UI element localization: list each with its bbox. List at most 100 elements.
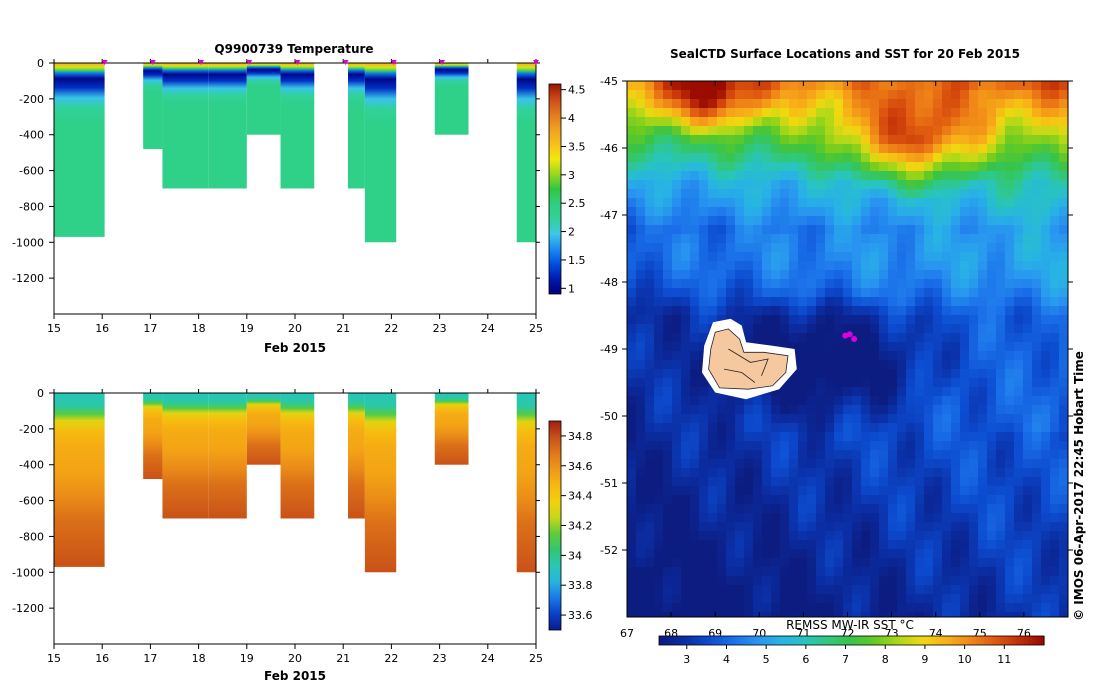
colorbar-tick-label: 3.5 bbox=[568, 140, 586, 153]
sst-cell bbox=[1041, 576, 1051, 586]
sst-cell bbox=[1014, 324, 1024, 334]
sst-cell bbox=[906, 603, 916, 613]
sst-cell bbox=[933, 504, 943, 514]
sst-cell bbox=[960, 477, 970, 487]
sst-cell bbox=[753, 522, 763, 532]
sst-cell bbox=[1032, 612, 1042, 617]
sst-cell bbox=[1059, 522, 1068, 532]
sst-cell bbox=[960, 171, 970, 181]
sst-cell bbox=[906, 612, 916, 617]
sst-cell bbox=[834, 540, 844, 550]
sst-cell bbox=[1032, 90, 1042, 100]
sst-cell bbox=[762, 441, 772, 451]
sst-cell bbox=[933, 585, 943, 595]
sst-cell bbox=[825, 270, 835, 280]
salinity-y-ticks: 0-200-400-600-800-1000-1200 bbox=[12, 387, 540, 615]
sst-cell bbox=[960, 603, 970, 613]
sst-cell bbox=[717, 306, 727, 316]
sst-cell bbox=[897, 576, 907, 586]
sst-cell bbox=[735, 450, 745, 460]
sst-cell bbox=[771, 459, 781, 469]
sst-cell bbox=[933, 153, 943, 163]
sst-cell bbox=[870, 504, 880, 514]
sst-colorbar-segment bbox=[755, 636, 760, 645]
sst-cell bbox=[690, 297, 700, 307]
sst-cell bbox=[870, 396, 880, 406]
sst-cell bbox=[843, 531, 853, 541]
sst-cell bbox=[708, 549, 718, 559]
sst-cell bbox=[699, 180, 709, 190]
sst-cell bbox=[924, 612, 934, 617]
sst-cell bbox=[726, 477, 736, 487]
sst-cell bbox=[654, 315, 664, 325]
sst-cell bbox=[735, 414, 745, 424]
sst-cell bbox=[789, 198, 799, 208]
sst-cell bbox=[798, 486, 808, 496]
sst-cell bbox=[942, 333, 952, 343]
sst-cell bbox=[708, 495, 718, 505]
sst-cell bbox=[897, 108, 907, 118]
sst-cell bbox=[1032, 432, 1042, 442]
sst-cell bbox=[1041, 108, 1051, 118]
sst-cell bbox=[906, 261, 916, 271]
sst-cell bbox=[681, 171, 691, 181]
sst-colorbar-segment bbox=[691, 636, 696, 645]
sst-cell bbox=[681, 513, 691, 523]
sst-cell bbox=[987, 486, 997, 496]
sst-cell bbox=[924, 504, 934, 514]
sst-cell bbox=[690, 81, 700, 91]
sst-cell bbox=[879, 225, 889, 235]
sst-cell bbox=[897, 405, 907, 415]
sst-cell bbox=[888, 243, 898, 253]
sst-cell bbox=[861, 333, 871, 343]
sst-cell bbox=[870, 153, 880, 163]
sst-cell bbox=[636, 117, 646, 127]
sst-cell bbox=[1014, 225, 1024, 235]
sst-cell bbox=[663, 576, 673, 586]
sst-cell bbox=[996, 342, 1006, 352]
sst-cell bbox=[861, 360, 871, 370]
sst-cell bbox=[1014, 558, 1024, 568]
sst-cell bbox=[987, 297, 997, 307]
sst-cell bbox=[942, 378, 952, 388]
sst-cell bbox=[852, 396, 862, 406]
sst-cell bbox=[753, 423, 763, 433]
sst-cell bbox=[789, 81, 799, 91]
sst-cell bbox=[654, 486, 664, 496]
sst-cell bbox=[1023, 297, 1033, 307]
sst-cell bbox=[681, 477, 691, 487]
profile-marker bbox=[342, 60, 349, 65]
sst-colorbar-segment bbox=[911, 636, 917, 645]
sst-cell bbox=[897, 504, 907, 514]
sst-cell bbox=[861, 288, 871, 298]
sst-cell bbox=[1023, 387, 1033, 397]
sst-cell bbox=[1023, 441, 1033, 451]
sst-cell bbox=[726, 396, 736, 406]
sst-cell bbox=[825, 225, 835, 235]
sst-cell bbox=[924, 459, 934, 469]
sst-cell bbox=[771, 324, 781, 334]
sst-cell bbox=[915, 612, 925, 617]
sst-cell bbox=[834, 369, 844, 379]
sst-cell bbox=[771, 477, 781, 487]
sst-cell bbox=[708, 585, 718, 595]
x-tick-label: 21 bbox=[336, 322, 350, 335]
sst-cell bbox=[969, 405, 979, 415]
sst-cell bbox=[816, 360, 826, 370]
sst-cell bbox=[888, 225, 898, 235]
sst-cell bbox=[816, 387, 826, 397]
sst-cell bbox=[771, 189, 781, 199]
sst-cell bbox=[717, 396, 727, 406]
sst-cell bbox=[951, 234, 961, 244]
sst-cell bbox=[1014, 495, 1024, 505]
sst-cell bbox=[699, 261, 709, 271]
sst-cell bbox=[762, 108, 772, 118]
sst-cell bbox=[717, 513, 727, 523]
sst-cell bbox=[636, 288, 646, 298]
sst-cell bbox=[897, 171, 907, 181]
sst-cell bbox=[807, 396, 817, 406]
sst-cell bbox=[753, 585, 763, 595]
sst-cell bbox=[843, 90, 853, 100]
sst-colorbar-segment bbox=[747, 636, 752, 645]
sst-cell bbox=[780, 198, 790, 208]
